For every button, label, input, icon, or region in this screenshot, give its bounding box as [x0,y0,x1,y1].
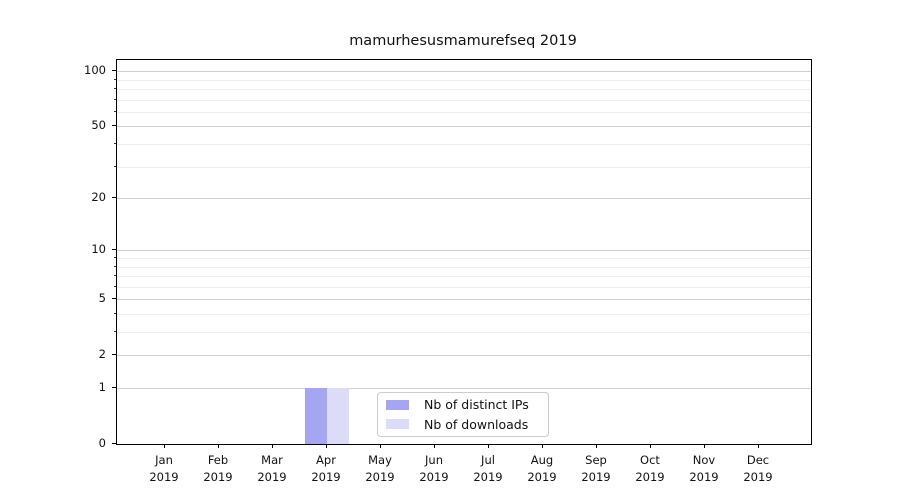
y-tick-mark [112,354,116,356]
y-minor-tick-mark [114,78,116,80]
gridline-minor [117,258,811,259]
y-minor-tick-mark [114,88,116,89]
legend-item: Nb of distinct IPs [378,397,548,412]
gridline-minor [117,79,811,81]
x-tick-label: Dec 2019 [743,453,773,484]
gridline-minor [117,166,811,168]
x-tick-mark [704,444,705,448]
y-tick-mark [112,443,116,444]
y-minor-tick-mark [114,98,116,100]
y-tick-mark [112,197,116,199]
legend-item: Nb of downloads [378,417,548,432]
y-tick-mark [112,249,116,251]
x-tick-mark [488,444,489,448]
legend-swatch [386,399,409,410]
x-tick-label: Jul 2019 [473,453,503,484]
gridline-minor [117,286,811,288]
gridline-major [117,71,811,73]
x-tick-mark [272,444,273,448]
bar-nb-of-downloads [327,388,349,444]
y-minor-tick-mark [114,143,116,144]
x-tick-label: May 2019 [365,453,395,484]
y-tick-label: 50 [91,118,106,133]
y-minor-tick-mark [114,275,116,276]
gridline-major [117,388,811,389]
gridline-major [117,299,811,301]
legend-label: Nb of downloads [424,416,529,432]
gridline-minor [117,89,811,90]
x-tick-label: Mar 2019 [257,453,287,484]
legend-swatch [386,419,409,430]
x-tick-label: Apr 2019 [311,453,341,484]
y-tick-label: 2 [98,347,106,362]
x-tick-mark [542,444,543,448]
gridline-minor [117,332,811,333]
x-tick-label: Feb 2019 [203,453,233,484]
y-tick-mark [112,70,116,72]
y-tick-mark [112,298,116,300]
x-tick-label: Jun 2019 [419,453,449,484]
x-tick-label: Nov 2019 [689,453,719,484]
x-tick-mark [326,444,327,448]
x-tick-mark [164,444,165,448]
legend: Nb of distinct IPs Nb of downloads [377,392,549,437]
gridline-major [117,250,811,252]
y-minor-tick-mark [114,265,116,267]
gridline-minor [117,99,811,101]
x-tick-label: Oct 2019 [635,453,665,484]
gridline-minor [117,314,811,315]
gridline-minor [117,266,811,268]
bar-nb-of-distinct-ips [305,388,327,444]
y-minor-tick-mark [114,110,116,112]
x-tick-mark [650,444,651,448]
x-tick-mark [758,444,759,448]
y-tick-label: 0 [98,436,106,450]
y-tick-mark [112,387,116,388]
x-tick-mark [218,444,219,448]
chart-title: mamurhesusmamurefseq 2019 [349,33,577,49]
gridline-minor [117,276,811,277]
gridline-minor [117,144,811,145]
y-tick-label: 1 [98,380,106,394]
x-tick-label: Jan 2019 [149,453,179,484]
legend-label: Nb of distinct IPs [424,397,529,413]
x-tick-mark [596,444,597,448]
gridline-major [117,198,811,200]
y-tick-label: 20 [91,190,106,205]
y-minor-tick-mark [114,165,116,167]
x-tick-label: Sep 2019 [581,453,611,484]
y-tick-mark [112,125,116,127]
x-tick-mark [434,444,435,448]
y-minor-tick-mark [114,285,116,287]
plot-area [116,59,812,445]
y-minor-tick-mark [114,331,116,332]
y-minor-tick-mark [114,313,116,314]
y-tick-label: 100 [84,63,106,78]
gridline-minor [117,111,811,113]
gridline-major [117,126,811,128]
y-minor-tick-mark [114,257,116,258]
y-tick-label: 10 [91,242,106,257]
x-tick-mark [380,444,381,448]
gridline-major [117,355,811,357]
x-tick-label: Aug 2019 [527,453,557,484]
y-tick-label: 5 [98,291,106,306]
